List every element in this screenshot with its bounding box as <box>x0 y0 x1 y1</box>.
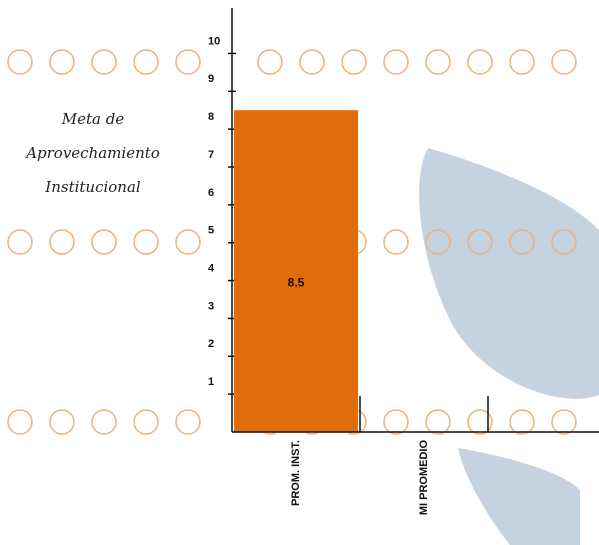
y-tick-label: 9 <box>208 73 214 85</box>
y-tick-label: 4 <box>208 262 215 274</box>
x-tick-label: MI PROMEDIO <box>418 440 430 516</box>
y-tick-label: 6 <box>208 187 214 199</box>
y-tick-label: 5 <box>208 225 214 237</box>
background-decoration <box>7 49 599 545</box>
annotation-line: Aprovechamiento <box>24 144 160 162</box>
annotation-line: Institucional <box>44 178 141 196</box>
value-label: 8.5 <box>288 275 305 289</box>
y-tick-label: 3 <box>208 300 214 312</box>
y-tick-label: 8 <box>208 111 214 123</box>
y-tick-label: 10 <box>208 35 220 47</box>
y-tick-label: 1 <box>208 376 214 388</box>
bar <box>234 110 358 432</box>
y-tick-label: 2 <box>208 338 214 350</box>
x-tick-label: PROM. INST. <box>290 440 302 506</box>
y-tick-label: 7 <box>208 149 214 161</box>
annotation-line: Meta de <box>61 110 125 128</box>
